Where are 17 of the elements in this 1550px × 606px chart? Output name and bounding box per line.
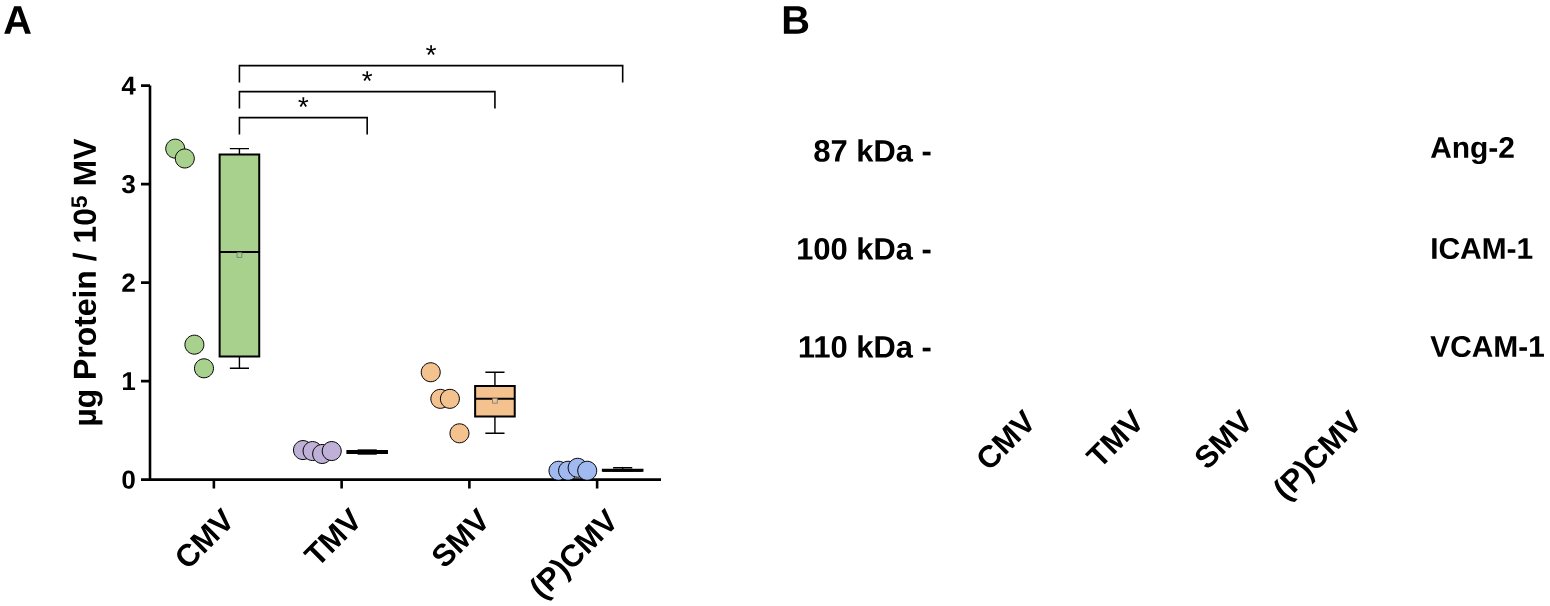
annotation: * (298, 97, 309, 108)
y-axis-title: µg Protein / 10$^{5}$ MV (71, 138, 103, 425)
text: * (426, 45, 437, 56)
y-tick-label: 4 (121, 76, 136, 95)
text: 87 kDa - (814, 139, 931, 162)
text: VCAM-1 (1430, 335, 1544, 358)
y-tick-label: 0 (122, 470, 135, 489)
y-tick-label: 1 (123, 372, 136, 391)
y-tick-label: 2 (122, 273, 135, 292)
y-tick-label: 3 (121, 174, 135, 194)
text: * (362, 71, 373, 82)
text: Ang-2 (1430, 136, 1514, 165)
text: B (783, 6, 809, 34)
text: 100 kDa - (798, 237, 931, 260)
text: ICAM-1 (1432, 237, 1533, 260)
text: 110 kDa - (799, 335, 931, 358)
chart-title: A (4, 6, 31, 34)
